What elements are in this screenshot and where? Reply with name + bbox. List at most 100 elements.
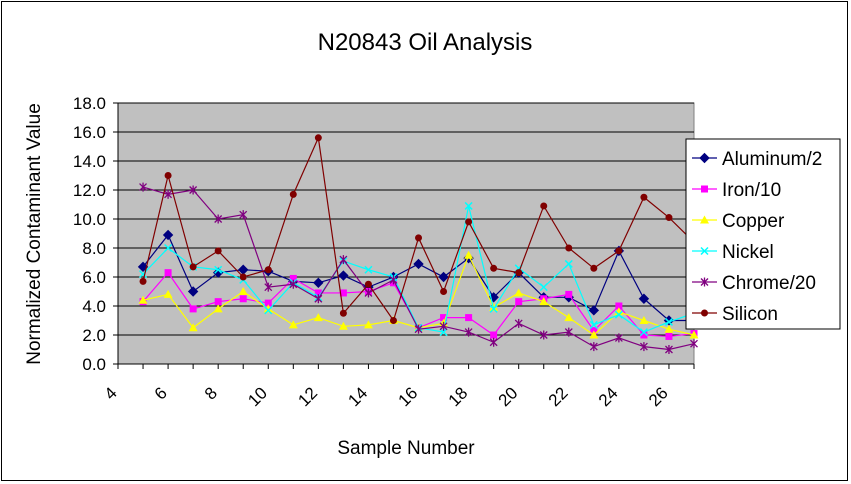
- data-point: [589, 342, 598, 352]
- x-tick-label: 10: [244, 383, 271, 410]
- data-point: [239, 273, 247, 281]
- data-point: [264, 306, 273, 315]
- data-point: [439, 328, 448, 337]
- x-tick-label: 12: [294, 383, 321, 410]
- data-point: [415, 234, 423, 242]
- data-point: [339, 289, 347, 297]
- x-tick-label: 20: [495, 383, 522, 410]
- data-point: [665, 214, 673, 222]
- data-point: [489, 304, 498, 313]
- y-tick-label: 4.0: [82, 297, 106, 316]
- y-tick-label: 16.0: [73, 123, 106, 142]
- data-point: [700, 215, 709, 224]
- data-point: [364, 265, 373, 274]
- data-point: [699, 152, 710, 164]
- x-tick-label: 22: [545, 383, 572, 410]
- data-point: [313, 277, 324, 289]
- data-point: [338, 321, 348, 330]
- x-tick-label: 24: [595, 383, 622, 410]
- x-axis-label: Sample Number: [337, 438, 475, 459]
- plot-area: [117, 102, 695, 365]
- data-point: [440, 288, 448, 295]
- data-point: [414, 324, 423, 334]
- legend-label: Nickel: [722, 242, 774, 263]
- y-tick-label: 10.0: [73, 210, 106, 229]
- legend-box: [685, 138, 841, 330]
- data-point: [137, 261, 149, 273]
- x-tick-label: 26: [645, 383, 672, 410]
- data-point: [690, 339, 698, 349]
- data-point: [464, 250, 474, 259]
- data-point: [590, 264, 598, 272]
- y-tick-label: 0.0: [82, 355, 106, 374]
- data-point: [640, 331, 648, 339]
- data-point: [239, 210, 248, 220]
- data-point: [314, 289, 322, 297]
- data-point: [664, 317, 673, 326]
- data-point: [264, 282, 273, 292]
- data-point: [639, 328, 648, 337]
- data-point: [263, 304, 273, 313]
- data-point: [664, 345, 673, 354]
- data-point: [465, 314, 473, 322]
- data-point: [314, 134, 322, 142]
- data-point: [364, 288, 373, 298]
- data-point: [163, 289, 173, 298]
- data-point: [565, 244, 573, 252]
- data-point: [540, 202, 548, 210]
- data-point: [364, 280, 372, 288]
- data-point: [700, 246, 709, 256]
- data-point: [465, 218, 473, 226]
- legend-item: Aluminum/2: [692, 149, 822, 170]
- data-point: [162, 229, 174, 241]
- data-point: [339, 309, 347, 317]
- data-point: [640, 193, 648, 201]
- y-tick-label: 8.0: [82, 239, 106, 258]
- legend-item: Copper: [692, 211, 785, 232]
- data-point: [313, 313, 323, 322]
- legend-label: Silicon: [722, 304, 778, 325]
- data-point: [139, 277, 147, 285]
- data-point: [615, 302, 623, 310]
- data-point: [289, 279, 298, 289]
- legend-item: Iron/10: [692, 180, 781, 201]
- data-point: [189, 305, 197, 313]
- data-point: [564, 259, 573, 268]
- data-point: [214, 214, 223, 224]
- data-point: [164, 269, 172, 277]
- data-point: [490, 331, 498, 339]
- data-point: [639, 342, 648, 352]
- chart-title: N20843 Oil Analysis: [318, 29, 533, 56]
- data-point: [288, 320, 298, 329]
- data-point: [389, 275, 398, 285]
- data-point: [440, 314, 448, 322]
- data-point: [464, 201, 473, 210]
- series-chrome-20: [139, 182, 698, 354]
- data-point: [614, 333, 623, 343]
- legend-item: Chrome/20: [692, 273, 816, 294]
- data-point: [615, 247, 623, 255]
- data-point: [565, 290, 573, 298]
- legend: Aluminum/2 Iron/10 Copper Nickel Chrome/20 Si…: [685, 138, 841, 330]
- data-point: [413, 258, 424, 270]
- data-point: [189, 263, 197, 271]
- data-point: [539, 283, 548, 292]
- legend-label: Aluminum/2: [722, 149, 822, 170]
- data-point: [214, 265, 223, 274]
- data-point: [214, 247, 222, 255]
- data-point: [164, 243, 173, 253]
- data-point: [515, 298, 523, 306]
- x-tick-label: 6: [151, 383, 171, 403]
- data-point: [564, 313, 574, 322]
- data-point: [514, 318, 523, 328]
- y-tick-label: 12.0: [73, 181, 106, 200]
- data-point: [189, 185, 198, 195]
- data-point: [539, 297, 549, 306]
- data-point: [139, 182, 148, 192]
- data-point: [588, 305, 600, 316]
- data-point: [700, 277, 709, 287]
- legend-label: Chrome/20: [722, 273, 816, 294]
- data-point: [238, 287, 248, 295]
- data-point: [289, 274, 297, 282]
